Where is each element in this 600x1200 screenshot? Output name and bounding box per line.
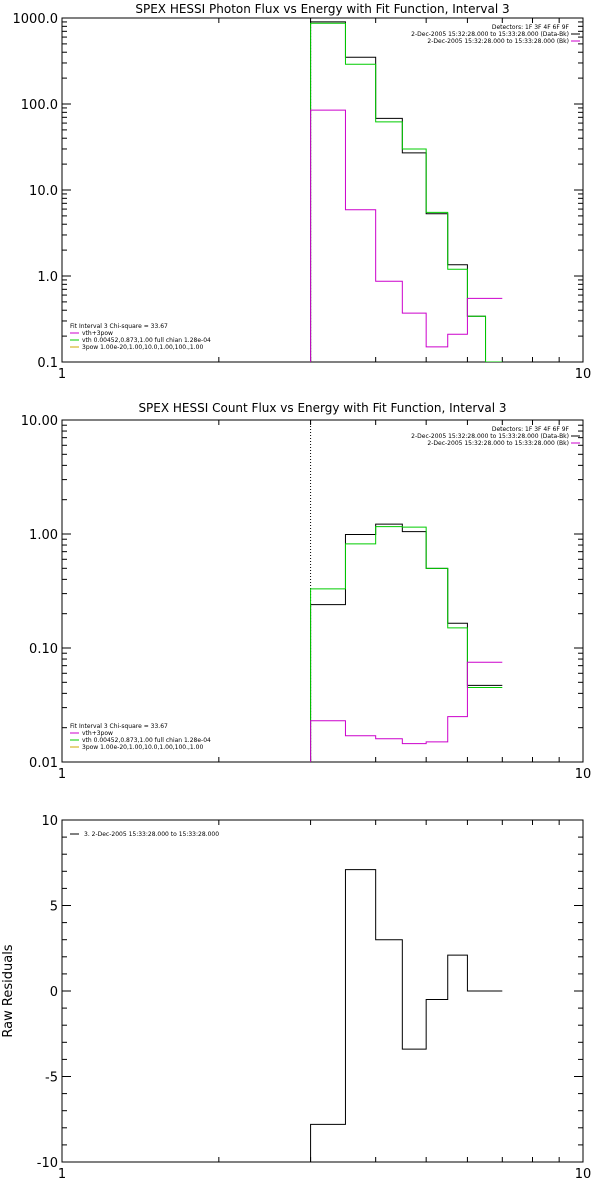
series-line-0 <box>310 523 503 762</box>
y-tick-label: -5 <box>45 1071 58 1086</box>
y-tick-label: -10 <box>37 1156 58 1171</box>
y-tick-label: 1.00 <box>29 528 58 543</box>
y-tick-label: 0.01 <box>29 756 58 771</box>
y-tick-label: 10.00 <box>21 414 58 429</box>
chart-title: SPEX HESSI Count Flux vs Energy with Fit… <box>138 401 506 415</box>
fit-info-line: 3pow 1.00e-20,1.00,10.0,1.00,100.,1.00 <box>82 744 203 751</box>
legend-entry: 3. 2-Dec-2005 15:33:28.000 to 15:33:28.0… <box>84 831 219 838</box>
fit-info-line: vth 0.00452,0.873,1.00 full chian 1.28e-… <box>82 737 211 744</box>
fit-info-line: Fit Interval 3 Chi-square = 33.67 <box>70 723 168 730</box>
y-tick-label: 10 <box>41 814 58 829</box>
series-line-2 <box>310 109 503 362</box>
y-tick-label: 0 <box>50 985 58 1000</box>
fit-info-line: 3pow 1.00e-20,1.00,10.0,1.00,100.,1.00 <box>82 344 203 351</box>
series-line-1 <box>310 526 503 762</box>
legend-entry: 2-Dec-2005 15:32:28.000 to 15:33:28.000 … <box>411 31 569 38</box>
x-tick-label: 1 <box>58 1167 66 1182</box>
y-axis-label: Raw Residuals <box>1 944 16 1037</box>
y-tick-label: 1000.0 <box>13 12 59 27</box>
axes-frame <box>61 17 584 363</box>
x-tick-label: 10 <box>575 1167 592 1182</box>
legend-entry: Detectors: 1F 3F 4F 6F 9F <box>492 426 570 433</box>
series-line-1 <box>310 22 503 362</box>
fit-info-line: vth+3pow <box>82 730 113 737</box>
legend-entry: 2-Dec-2005 15:32:28.000 to 15:33:28.000 … <box>427 440 569 447</box>
x-tick-label: 1 <box>58 367 66 382</box>
plot-resid: 1 10 -10 -5 0 5 10 Raw Residuals 3. 2-Dec-2005 1… <box>1 814 591 1182</box>
x-tick-label: 10 <box>575 767 592 782</box>
axes-frame <box>61 819 584 1163</box>
y-tick-label: 100.0 <box>21 98 58 113</box>
y-tick-label: 0.1 <box>37 356 58 371</box>
plot-photon: SPEX HESSI Photon Flux vs Energy with Fi… <box>13 2 592 382</box>
y-tick-label: 5 <box>50 900 58 915</box>
fit-info-line: vth 0.00452,0.873,1.00 full chian 1.28e-… <box>82 337 211 344</box>
legend-entry: 2-Dec-2005 15:32:28.000 to 15:33:28.000 … <box>411 433 569 440</box>
legend-entry: Detectors: 1F 3F 4F 6F 9F <box>492 24 570 31</box>
y-tick-label: 1.0 <box>37 270 58 285</box>
legend-entry: 2-Dec-2005 15:32:28.000 to 15:33:28.000 … <box>427 38 569 45</box>
chart-title: SPEX HESSI Photon Flux vs Energy with Fi… <box>135 2 509 16</box>
x-tick-label: 10 <box>575 367 592 382</box>
series-line-2 <box>310 661 503 762</box>
plot-count: SPEX HESSI Count Flux vs Energy with Fit… <box>21 401 591 782</box>
fit-info-line: vth+3pow <box>82 330 113 337</box>
axes-frame <box>61 419 584 763</box>
series-line-0 <box>310 21 503 362</box>
fit-info-line: Fit Interval 3 Chi-square = 33.67 <box>70 323 168 330</box>
x-tick-label: 1 <box>58 767 66 782</box>
y-tick-label: 0.10 <box>29 642 58 657</box>
series-line-0 <box>310 869 503 1162</box>
y-tick-label: 10.0 <box>29 184 58 199</box>
